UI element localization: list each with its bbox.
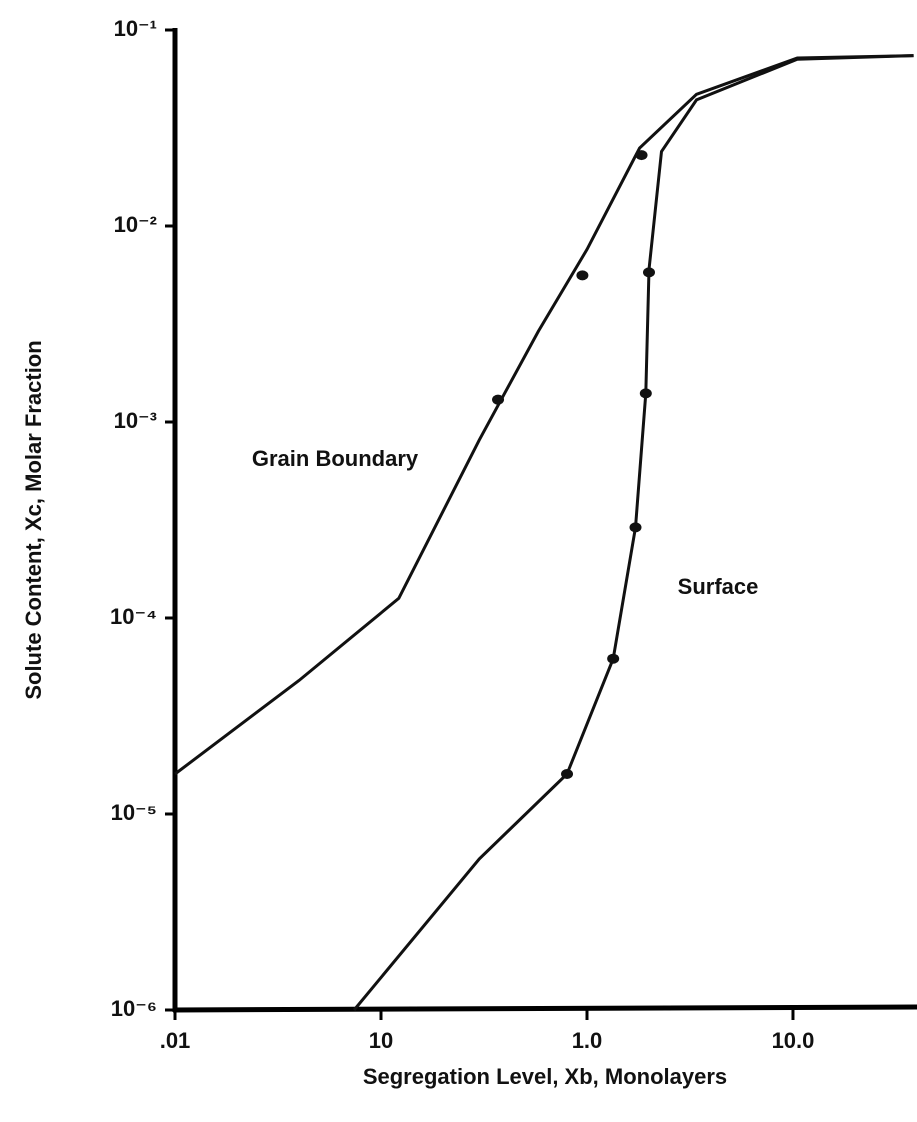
- y-tick-label: 10⁻⁵: [111, 800, 157, 825]
- x-axis-label: Segregation Level, Xb, Monolayers: [363, 1064, 727, 1089]
- y-tick-label: 10⁻²: [114, 212, 157, 237]
- data-point: [607, 653, 620, 664]
- series-label: Grain Boundary: [252, 446, 419, 471]
- data-point: [492, 394, 505, 405]
- y-axis-label: Solute Content, Xc, Molar Fraction: [21, 340, 46, 699]
- y-tick-label: 10⁻³: [114, 408, 157, 433]
- x-tick-label: 10.0: [772, 1028, 815, 1053]
- data-point: [642, 267, 655, 278]
- data-point: [639, 388, 652, 399]
- x-tick-label: .01: [160, 1028, 191, 1053]
- x-tick-label: 10: [369, 1028, 393, 1053]
- x-axis: [172, 1004, 917, 1013]
- data-point: [629, 522, 642, 533]
- y-tick-label: 10⁻⁴: [110, 604, 157, 629]
- y-tick-label: 10⁻⁶: [111, 996, 157, 1021]
- data-point: [635, 150, 648, 161]
- series-line: [352, 54, 914, 1011]
- x-tick-label: 1.0: [572, 1028, 603, 1053]
- series-label: Surface: [678, 574, 759, 599]
- data-point: [561, 768, 574, 779]
- series-line: [174, 54, 914, 776]
- y-tick-label: 10⁻¹: [114, 16, 157, 41]
- data-point: [576, 270, 589, 281]
